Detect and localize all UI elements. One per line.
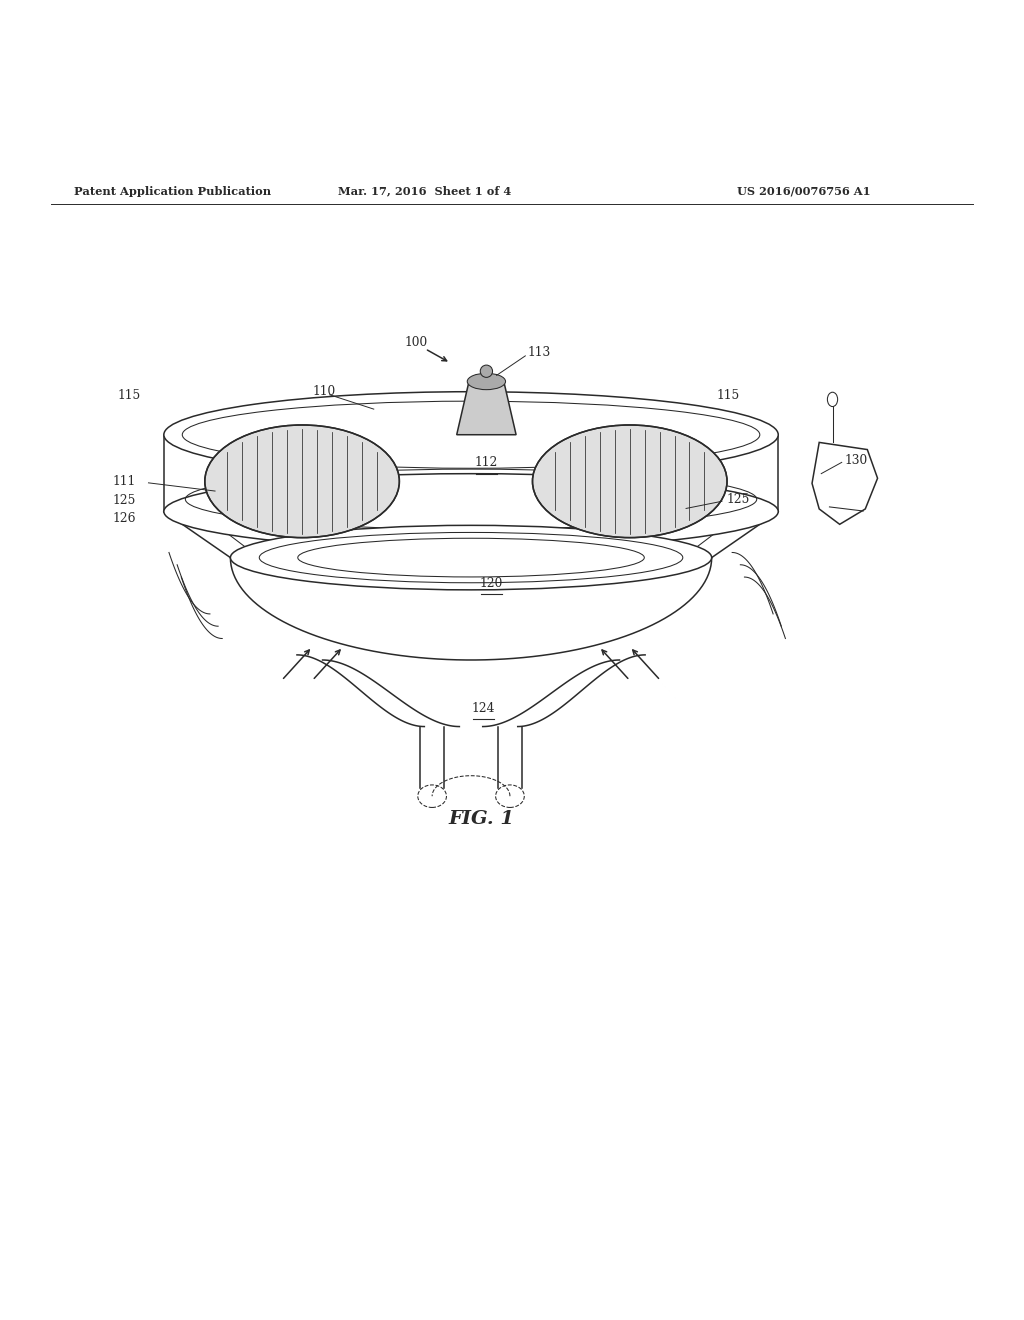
Text: 113: 113 [527, 346, 551, 359]
Ellipse shape [164, 474, 778, 549]
Text: FIG. 1: FIG. 1 [449, 809, 514, 828]
Ellipse shape [480, 366, 493, 378]
Ellipse shape [827, 392, 838, 407]
Text: 112: 112 [475, 457, 498, 470]
Text: 125: 125 [727, 492, 751, 506]
Text: 110: 110 [312, 385, 336, 399]
Text: Patent Application Publication: Patent Application Publication [74, 186, 271, 197]
Ellipse shape [418, 785, 446, 808]
Ellipse shape [230, 525, 712, 590]
Ellipse shape [205, 425, 399, 537]
Text: 124: 124 [472, 702, 495, 714]
Polygon shape [812, 442, 878, 524]
Ellipse shape [496, 785, 524, 808]
Text: 126: 126 [113, 512, 136, 525]
Polygon shape [230, 557, 712, 660]
Text: 111: 111 [113, 475, 136, 488]
Polygon shape [457, 381, 516, 434]
Text: 115: 115 [118, 389, 141, 403]
Ellipse shape [467, 374, 506, 389]
Text: 115: 115 [717, 389, 740, 403]
Text: 120: 120 [480, 577, 503, 590]
Polygon shape [164, 434, 778, 512]
Text: 130: 130 [845, 454, 868, 467]
Ellipse shape [164, 392, 778, 478]
Ellipse shape [532, 425, 727, 537]
Text: US 2016/0076756 A1: US 2016/0076756 A1 [737, 186, 870, 197]
Text: Mar. 17, 2016  Sheet 1 of 4: Mar. 17, 2016 Sheet 1 of 4 [338, 186, 512, 197]
Text: 100: 100 [404, 337, 428, 348]
Text: 125: 125 [113, 494, 136, 507]
